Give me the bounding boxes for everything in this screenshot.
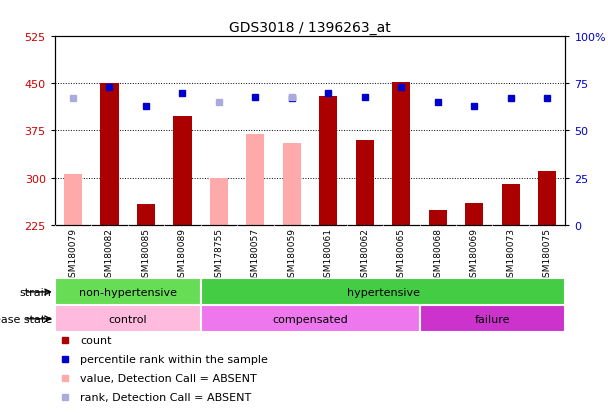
Bar [246, 134, 264, 225]
Text: GSM180059: GSM180059 [288, 228, 296, 282]
Text: GSM180065: GSM180065 [397, 228, 406, 282]
Text: GSM180068: GSM180068 [434, 228, 442, 282]
Text: GSM180085: GSM180085 [142, 228, 150, 282]
Bar [429, 211, 447, 225]
Text: GSM180061: GSM180061 [324, 228, 333, 282]
Bar [383, 225, 420, 279]
Text: GSM180079: GSM180079 [69, 228, 77, 282]
Bar [237, 225, 274, 279]
Text: control: control [108, 314, 147, 324]
Bar [392, 83, 410, 225]
Text: GSM180075: GSM180075 [543, 228, 551, 282]
Text: GSM178755: GSM178755 [215, 228, 223, 282]
Text: strain: strain [20, 287, 52, 297]
Bar [128, 225, 164, 279]
Bar [100, 84, 119, 225]
Bar [347, 225, 383, 279]
Bar [201, 279, 565, 306]
Bar [283, 144, 301, 225]
Bar [201, 306, 420, 332]
Text: value, Detection Call = ABSENT: value, Detection Call = ABSENT [80, 373, 257, 383]
Bar [529, 225, 565, 279]
Bar [210, 178, 228, 225]
Bar [137, 204, 155, 225]
Bar [465, 203, 483, 225]
Bar [502, 184, 520, 225]
Text: GSM180082: GSM180082 [105, 228, 114, 282]
Text: failure: failure [475, 314, 510, 324]
Title: GDS3018 / 1396263_at: GDS3018 / 1396263_at [229, 21, 391, 35]
Bar [64, 175, 82, 225]
Bar [164, 225, 201, 279]
Bar [55, 225, 91, 279]
Text: hypertensive: hypertensive [347, 287, 420, 297]
Text: percentile rank within the sample: percentile rank within the sample [80, 354, 268, 364]
Bar [274, 225, 310, 279]
Bar [310, 225, 347, 279]
Text: rank, Detection Call = ABSENT: rank, Detection Call = ABSENT [80, 392, 252, 402]
Text: non-hypertensive: non-hypertensive [78, 287, 177, 297]
Text: compensated: compensated [272, 314, 348, 324]
Bar [173, 117, 192, 225]
Bar [420, 306, 565, 332]
Text: GSM180057: GSM180057 [251, 228, 260, 282]
Text: count: count [80, 335, 112, 345]
Bar [456, 225, 492, 279]
Bar [319, 97, 337, 225]
Text: GSM180089: GSM180089 [178, 228, 187, 282]
Bar [55, 279, 201, 306]
Bar [91, 225, 128, 279]
Text: GSM180073: GSM180073 [506, 228, 515, 282]
Bar [356, 140, 374, 225]
Text: GSM180062: GSM180062 [361, 228, 369, 282]
Bar [420, 225, 456, 279]
Bar [538, 172, 556, 225]
Text: GSM180069: GSM180069 [470, 228, 478, 282]
Bar [201, 225, 237, 279]
Bar [492, 225, 529, 279]
Bar [55, 306, 201, 332]
Text: disease state: disease state [0, 314, 52, 324]
